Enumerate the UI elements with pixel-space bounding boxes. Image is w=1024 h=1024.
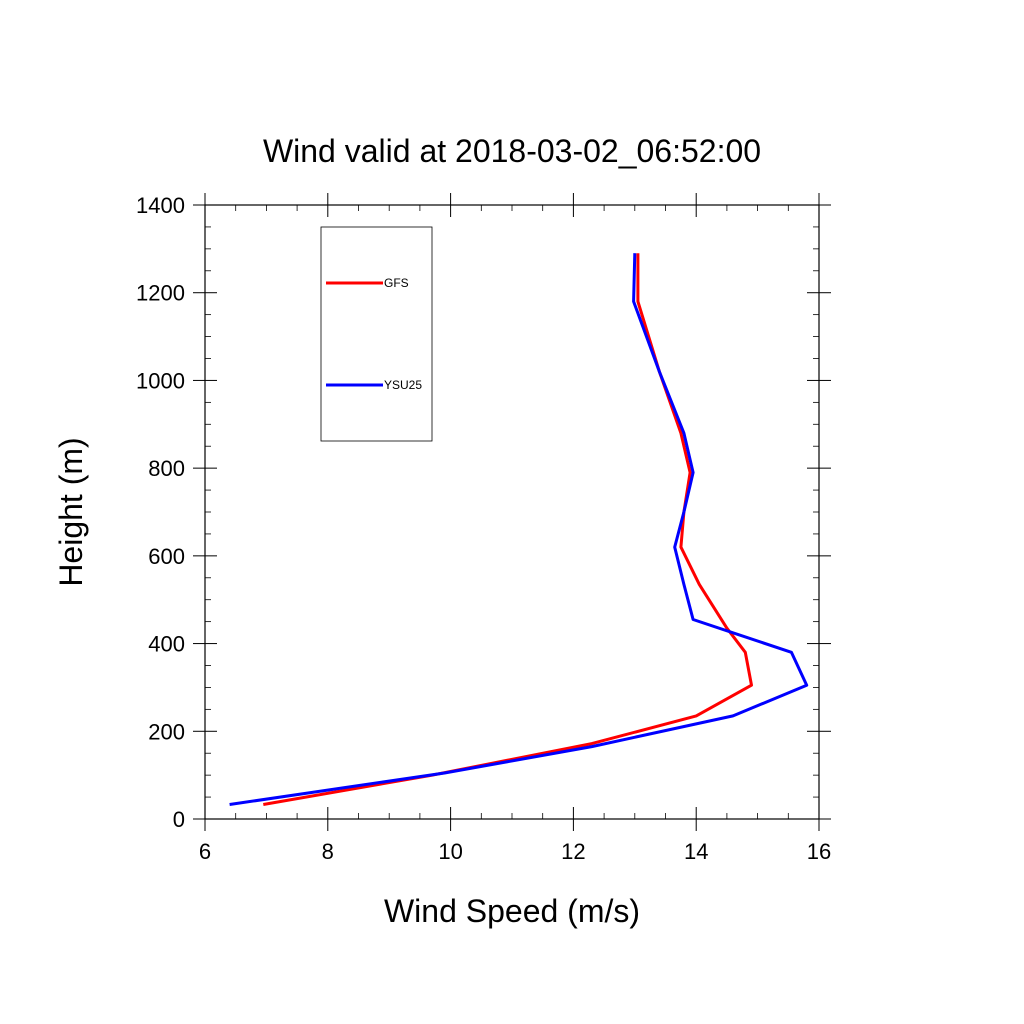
legend-box (320, 226, 433, 442)
plot-frame (204, 204, 820, 820)
legend-label-gfs: GFS (384, 276, 409, 290)
ticks-layer: 6 8 10 12 14 16 0 200 400 600 800 1000 1200 1400 (136, 193, 831, 864)
y-tick-label: 0 (173, 807, 185, 832)
x-tick-label: 8 (322, 839, 334, 864)
y-tick-label: 200 (148, 719, 185, 744)
series-line-ysu25 (229, 253, 809, 806)
x-tick-label: 12 (561, 839, 585, 864)
y-tick-label: 1200 (136, 281, 185, 306)
chart-title: Wind valid at 2018-03-02_06:52:00 (263, 133, 761, 169)
y-tick-label: 400 (148, 632, 185, 657)
x-tick-label: 16 (807, 839, 831, 864)
x-tick-label: 10 (438, 839, 462, 864)
series-layer (229, 253, 809, 806)
x-tick-label: 14 (684, 839, 708, 864)
y-tick-label: 600 (148, 544, 185, 569)
x-tick-label: 6 (199, 839, 211, 864)
x-axis-label: Wind Speed (m/s) (384, 893, 640, 929)
legend-label-ysu25: YSU25 (384, 378, 422, 392)
y-tick-label: 1000 (136, 368, 185, 393)
y-tick-label: 800 (148, 456, 185, 481)
y-axis-label: Height (m) (53, 437, 89, 586)
legend: GFS YSU25 (320, 226, 433, 442)
y-tick-label: 1400 (136, 193, 185, 218)
